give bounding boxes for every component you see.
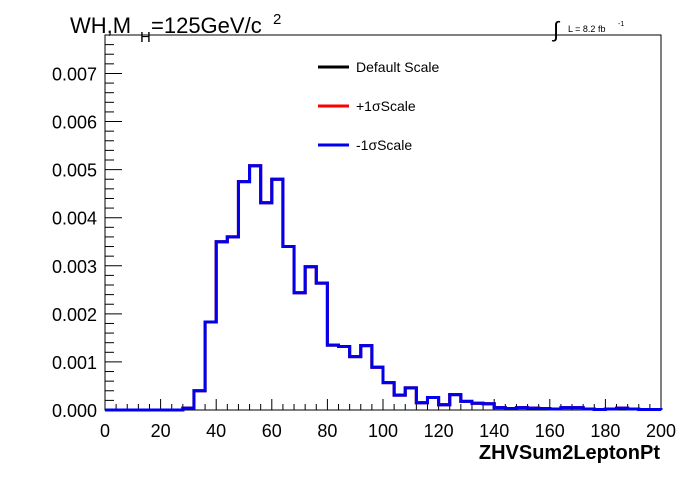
- x-tick-label: 100: [368, 421, 398, 441]
- luminosity-label: ∫ L = 8.2 fb -1: [551, 17, 624, 42]
- legend-label-default-scale: Default Scale: [356, 59, 439, 75]
- chart-legend: Default Scale +1σScale -1σScale: [318, 59, 439, 153]
- plot-frame: [104, 34, 662, 411]
- x-tick-label: 160: [535, 421, 565, 441]
- legend-entry-default-scale: Default Scale: [318, 59, 439, 75]
- legend-label-minus-1-sigma-scale: -1σScale: [356, 137, 412, 153]
- y-axis-ticks: 0.000 0.001 0.002 0.003 0.004 0.005 0.006 0.007: [52, 34, 122, 421]
- luminosity-text: L = 8.2 fb: [568, 24, 605, 34]
- x-axis-ticks: 0 20 40 60 80 100 120 140 160 180 200: [100, 399, 676, 441]
- x-tick-label: 80: [317, 421, 337, 441]
- y-tick-label: 0.002: [52, 305, 97, 325]
- y-tick-label: 0.003: [52, 257, 97, 277]
- axes: 0 20 40 60 80 100 120 140 160 180 200 0.0000.0010.…: [52, 34, 676, 441]
- y-tick-label: 0.005: [52, 161, 97, 181]
- luminosity-superscript: -1: [618, 21, 624, 28]
- title-prefix: WH,M: [70, 13, 131, 38]
- x-tick-label: 200: [646, 421, 676, 441]
- x-tick-label: 60: [262, 421, 282, 441]
- legend-entry-plus-1-sigma-scale: +1σScale: [318, 98, 416, 114]
- y-tick-label: 0.000: [52, 401, 97, 421]
- chart-title: WH,M H =125GeV/c 2: [70, 11, 281, 46]
- x-tick-label: 20: [151, 421, 171, 441]
- y-tick-label: 0.004: [52, 209, 97, 229]
- legend-entry-minus-1-sigma-scale: -1σScale: [318, 137, 412, 153]
- x-axis-label: ZHVSum2LeptonPt: [479, 442, 660, 464]
- y-tick-label: 0.007: [52, 64, 97, 84]
- x-tick-label: 140: [479, 421, 509, 441]
- x-tick-label: 120: [424, 421, 454, 441]
- title-superscript: 2: [273, 11, 281, 28]
- integral-sign: ∫: [551, 17, 561, 42]
- histogram-line-2: [105, 164, 663, 412]
- x-tick-label: 0: [100, 421, 110, 441]
- legend-label-plus-1-sigma-scale: +1σScale: [356, 98, 416, 114]
- title-value: =125GeV/c: [151, 13, 262, 38]
- x-tick-label: 40: [206, 421, 226, 441]
- histogram-series: [105, 164, 663, 412]
- y-tick-label: 0.001: [52, 353, 97, 373]
- x-tick-label: 180: [590, 421, 620, 441]
- title-subscript: H: [140, 29, 151, 46]
- y-tick-label: 0.006: [52, 113, 97, 133]
